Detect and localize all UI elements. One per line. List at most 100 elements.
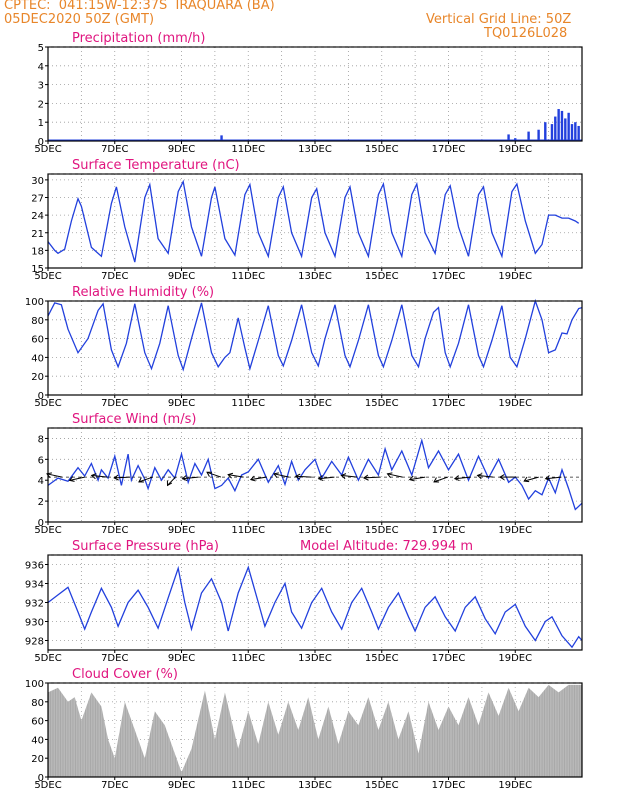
temp-y-tick: 15 [31, 264, 44, 275]
rh-frame [47, 300, 583, 396]
wind-vector [341, 474, 358, 478]
pres-y-tick: 934 [25, 580, 44, 591]
rh-y-tick: 40 [31, 353, 44, 364]
wind-vector [387, 473, 403, 478]
wind-vector-head [249, 475, 256, 482]
precip-bar [220, 135, 223, 141]
wind-x-tick: 9DEC [168, 525, 195, 536]
wind-vector-head [273, 472, 279, 479]
wind-vector-head [433, 477, 440, 483]
pres-x-tick: 9DEC [168, 653, 195, 664]
wind-vector [114, 476, 131, 479]
pres-y-tick: 930 [25, 618, 44, 629]
precip-y-tick: 2 [38, 99, 44, 110]
wind-x-tick: 19DEC [498, 525, 532, 536]
rh-x-tick: 19DEC [498, 398, 532, 409]
wind-x-tick: 13DEC [298, 525, 332, 536]
pres-x-tick: 19DEC [498, 653, 532, 664]
wind-vector-head [90, 473, 97, 480]
chart-header: CPTEC: 041:15W-12:37S IRAQUARA (BA) 05DE… [0, 0, 618, 46]
rh-y-tick: 0 [38, 391, 44, 402]
cloud-x-tick: 15DEC [365, 780, 399, 791]
wind-vector [545, 476, 562, 480]
pres-x-tick: 17DEC [432, 653, 466, 664]
wind-y-tick: 4 [38, 476, 44, 487]
wind-x-tick: 17DEC [432, 525, 466, 536]
rh-series-line [47, 298, 583, 372]
precip-y-tick: 1 [38, 118, 44, 129]
wind-vector-head [113, 474, 119, 481]
pres-x-tick: 15DEC [365, 653, 399, 664]
rh-x-tick: 15DEC [365, 398, 399, 409]
wind-vector [167, 476, 176, 486]
wind-vector-head [166, 480, 173, 487]
temp-x-tick: 7DEC [101, 271, 128, 282]
temp-x-tick: 19DEC [498, 271, 532, 282]
wind-vector [250, 476, 267, 481]
temp-x-tick: 5DEC [34, 271, 61, 282]
wind-vector [409, 476, 426, 481]
cloud-x-tick: 19DEC [498, 780, 532, 791]
precip-bar [507, 134, 510, 141]
wind-vector [228, 474, 244, 478]
wind-vector [138, 476, 153, 483]
rh-x-tick: 17DEC [432, 398, 466, 409]
wind-vector-head [386, 472, 393, 479]
temp-y-tick: 21 [31, 229, 44, 240]
wind-vector [182, 476, 199, 480]
pres-subtitle: Model Altitude: 729.994 m [300, 539, 473, 554]
cloud-x-tick: 7DEC [101, 780, 128, 791]
precip-x-tick: 13DEC [298, 144, 332, 155]
temp-x-tick: 17DEC [432, 271, 466, 282]
wind-vector [524, 476, 539, 482]
precip-y-tick: 3 [38, 81, 44, 92]
wind-vector [295, 475, 312, 478]
wind-vector-head [453, 475, 460, 482]
model-code: TQ0126L028 [484, 26, 568, 41]
temp-x-tick: 9DEC [168, 271, 195, 282]
precip-bar [560, 110, 564, 141]
rh-x-tick: 7DEC [101, 398, 128, 409]
wind-vector-head [362, 474, 369, 481]
wind-x-tick: 15DEC [365, 525, 399, 536]
wind-x-tick: 11DEC [231, 525, 265, 536]
wind-vector [273, 473, 290, 478]
temp-y-tick: 24 [31, 211, 44, 222]
wind-y-tick: 2 [38, 497, 44, 508]
cloud-x-tick: 9DEC [168, 780, 195, 791]
pres-series-line [47, 565, 583, 649]
precip-bar [527, 131, 530, 141]
precip-bar [550, 124, 554, 141]
precip-y-tick: 5 [38, 43, 44, 54]
rh-y-tick: 80 [31, 316, 44, 327]
wind-vector-head [408, 475, 415, 482]
wind-vector-head [206, 471, 213, 477]
cloud-y-tick: 100 [25, 679, 44, 690]
cloud-y-tick: 80 [31, 698, 44, 709]
precip-bar [537, 129, 540, 141]
precip-title: Precipitation (mm/h) [72, 31, 205, 46]
cloud-title: Cloud Cover (%) [72, 667, 178, 682]
pres-x-tick: 5DEC [34, 653, 61, 664]
precip-bar [554, 116, 557, 141]
temp-series-line [47, 179, 580, 263]
grid-note: Vertical Grid Line: 50Z [426, 12, 572, 27]
wind-vector-head [499, 474, 505, 481]
wind-title: Surface Wind (m/s) [72, 412, 196, 427]
pres-title: Surface Pressure (hPa) [72, 539, 219, 554]
wind-vector [454, 476, 471, 480]
precip-bar [557, 109, 560, 141]
wind-series-line [47, 437, 583, 511]
precip-bar [564, 118, 567, 141]
precip-x-tick: 19DEC [498, 144, 532, 155]
precip-y-tick: 4 [38, 62, 44, 73]
cloud-y-tick: 20 [31, 754, 44, 765]
temp-y-tick: 30 [31, 176, 44, 187]
cloud-x-tick: 11DEC [231, 780, 265, 791]
wind-vector-head [227, 472, 234, 479]
pres-x-tick: 13DEC [298, 653, 332, 664]
rh-y-tick: 100 [25, 297, 44, 308]
pres-y-tick: 932 [25, 599, 44, 610]
temp-x-tick: 13DEC [298, 271, 332, 282]
wind-x-tick: 7DEC [101, 525, 128, 536]
